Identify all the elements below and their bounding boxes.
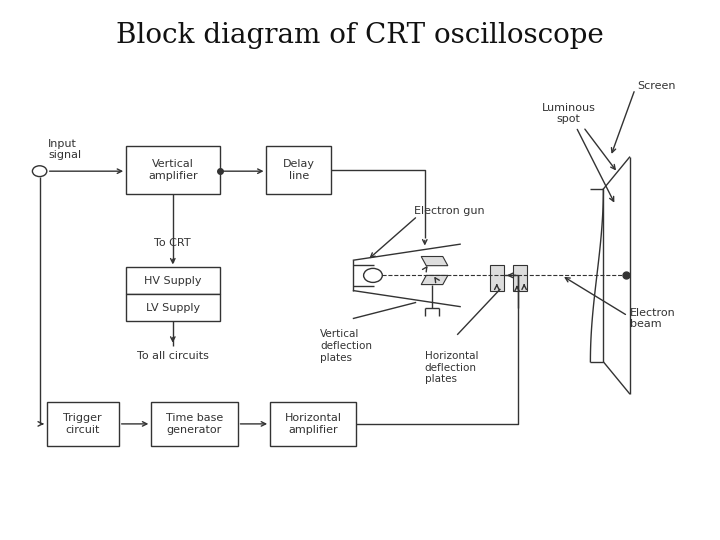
Text: To all circuits: To all circuits	[137, 351, 209, 361]
Text: Input
signal: Input signal	[48, 139, 81, 160]
Bar	[490, 265, 504, 291]
Text: Vertical
amplifier: Vertical amplifier	[148, 159, 197, 181]
Text: Trigger
circuit: Trigger circuit	[63, 413, 102, 435]
Text: HV Supply: HV Supply	[144, 276, 202, 286]
Bar	[513, 265, 527, 291]
Text: Horizontal
deflection
plates: Horizontal deflection plates	[425, 351, 478, 384]
Bar	[270, 402, 356, 446]
Text: Luminous
spot: Luminous spot	[542, 103, 595, 124]
Polygon shape	[421, 256, 448, 266]
Text: Electron gun: Electron gun	[414, 206, 485, 216]
Text: To CRT: To CRT	[155, 238, 191, 248]
Text: LV Supply: LV Supply	[145, 303, 200, 313]
Bar	[126, 146, 220, 194]
Text: Horizontal
amplifier: Horizontal amplifier	[284, 413, 342, 435]
Text: Electron
beam: Electron beam	[630, 308, 676, 329]
Bar	[151, 402, 238, 446]
Bar	[126, 267, 220, 294]
Text: Delay
line: Delay line	[283, 159, 315, 181]
Text: Vertical
deflection
plates: Vertical deflection plates	[320, 329, 372, 362]
Text: Screen: Screen	[637, 82, 675, 91]
Bar	[126, 294, 220, 321]
Text: Time base
generator: Time base generator	[166, 413, 223, 435]
Bar	[266, 146, 331, 194]
Bar	[47, 402, 119, 446]
Text: Block diagram of CRT oscilloscope: Block diagram of CRT oscilloscope	[116, 22, 604, 49]
Polygon shape	[421, 275, 448, 285]
